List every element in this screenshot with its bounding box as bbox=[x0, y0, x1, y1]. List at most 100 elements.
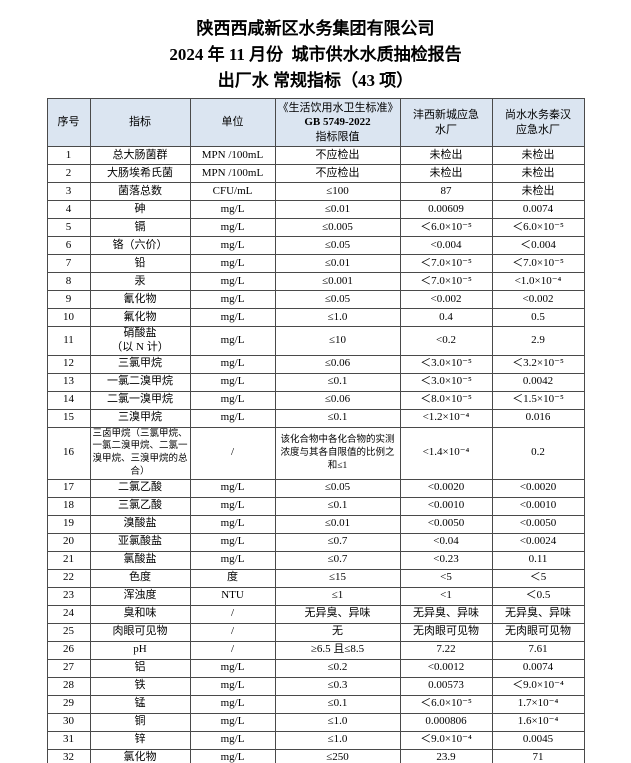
table-row: 25 肉眼可见物 / 无 无肉眼可见物 无肉眼可见物 bbox=[46, 622, 585, 642]
cell-row-number: 31 bbox=[46, 730, 91, 750]
table-header-row: 序号 指标 单位 《生活饮用水卫生标准》GB 5749-2022 指标限值 沣西新… bbox=[46, 98, 585, 147]
header-limit-standard: 《生活饮用水卫生标准》 bbox=[277, 102, 399, 115]
cell-unit: CFU/mL bbox=[189, 182, 276, 201]
cell-row-number: 7 bbox=[46, 254, 91, 273]
cell-indicator: 氰化物 bbox=[89, 290, 191, 309]
cell-indicator: 菌落总数 bbox=[89, 182, 191, 201]
cell-indicator: 大肠埃希氏菌 bbox=[89, 164, 191, 183]
table-row: 12 三氯甲烷 mg/L ≤0.06 ＜3.0×10⁻⁵ ＜3.2×10⁻⁵ bbox=[46, 354, 585, 374]
cell-row-number: 21 bbox=[46, 550, 91, 570]
cell-fengxi-value: <5 bbox=[399, 568, 493, 588]
header-indicator: 指标 bbox=[89, 98, 191, 147]
cell-fengxi-value: 0.00609 bbox=[399, 200, 493, 219]
cell-fengxi-value: <0.2 bbox=[399, 326, 493, 356]
cell-limit: ≤0.06 bbox=[274, 354, 401, 374]
cell-limit: 无异臭、异味 bbox=[274, 604, 401, 624]
report-section-title: 出厂水 常规指标（43 项） bbox=[217, 71, 414, 90]
cell-row-number: 28 bbox=[46, 676, 91, 696]
cell-unit: mg/L bbox=[189, 748, 276, 763]
cell-shangshui-value: 未检出 bbox=[491, 182, 585, 201]
cell-indicator: 三氯甲烷 bbox=[89, 354, 191, 374]
cell-unit: mg/L bbox=[189, 354, 276, 374]
cell-limit: ≤15 bbox=[274, 568, 401, 588]
cell-unit: mg/L bbox=[189, 200, 276, 219]
table-row: 9 氰化物 mg/L ≤0.05 <0.002 <0.002 bbox=[46, 290, 585, 309]
cell-row-number: 17 bbox=[46, 478, 91, 498]
cell-row-number: 22 bbox=[46, 568, 91, 588]
cell-limit: ≤0.1 bbox=[274, 694, 401, 714]
cell-unit: mg/L bbox=[189, 550, 276, 570]
cell-shangshui-value: 0.0074 bbox=[491, 200, 585, 219]
cell-fengxi-value: <1.4×10⁻⁴ bbox=[399, 426, 493, 480]
table-row: 14 二氯一溴甲烷 mg/L ≤0.06 ＜8.0×10⁻⁵ ＜1.5×10⁻⁵ bbox=[46, 390, 585, 410]
cell-shangshui-value: 1.7×10⁻⁴ bbox=[491, 694, 585, 714]
cell-fengxi-value: ＜3.0×10⁻⁵ bbox=[399, 354, 493, 374]
cell-fengxi-value: ＜3.0×10⁻⁵ bbox=[399, 372, 493, 392]
cell-unit: MPN /100mL bbox=[189, 146, 276, 165]
header-plant-shangshui: 尚水水务秦汉 应急水厂 bbox=[491, 98, 585, 147]
table-row: 4 砷 mg/L ≤0.01 0.00609 0.0074 bbox=[46, 200, 585, 219]
cell-shangshui-value: 0.0042 bbox=[491, 372, 585, 392]
table-row: 17 二氯乙酸 mg/L ≤0.05 <0.0020 <0.0020 bbox=[46, 478, 585, 498]
cell-unit: / bbox=[189, 426, 276, 480]
cell-fengxi-value: <1.2×10⁻⁴ bbox=[399, 408, 493, 428]
cell-indicator: 肉眼可见物 bbox=[89, 622, 191, 642]
table-row: 19 溴酸盐 mg/L ≤0.01 <0.0050 <0.0050 bbox=[46, 514, 585, 534]
table-row: 1 总大肠菌群 MPN /100mL 不应检出 未检出 未检出 bbox=[46, 146, 585, 165]
cell-fengxi-value: 23.9 bbox=[399, 748, 493, 763]
table-row: 23 浑浊度 NTU ≤1 <1 ＜0.5 bbox=[46, 586, 585, 606]
cell-fengxi-value: 无异臭、异味 bbox=[399, 604, 493, 624]
cell-limit: ≤1.0 bbox=[274, 712, 401, 732]
cell-unit: mg/L bbox=[189, 532, 276, 552]
cell-shangshui-value: 未检出 bbox=[491, 164, 585, 183]
cell-shangshui-value: 无异臭、异味 bbox=[491, 604, 585, 624]
table-row: 21 氯酸盐 mg/L ≤0.7 <0.23 0.11 bbox=[46, 550, 585, 570]
cell-unit: mg/L bbox=[189, 390, 276, 410]
cell-fengxi-value: 未检出 bbox=[399, 164, 493, 183]
cell-limit: ≤0.3 bbox=[274, 676, 401, 696]
cell-shangshui-value: ＜6.0×10⁻⁵ bbox=[491, 218, 585, 237]
cell-unit: mg/L bbox=[189, 372, 276, 392]
cell-row-number: 3 bbox=[46, 182, 91, 201]
cell-indicator: 砷 bbox=[89, 200, 191, 219]
cell-indicator: 镉 bbox=[89, 218, 191, 237]
table-row: 16 三卤甲烷（三氯甲烷、一氯二溴甲烷、二氯一溴甲烷、三溴甲烷的总合） / 该化… bbox=[46, 426, 585, 480]
header-limit-label: 指标限值 bbox=[315, 130, 360, 143]
table-row: 30 铜 mg/L ≤1.0 0.000806 1.6×10⁻⁴ bbox=[46, 712, 585, 732]
cell-row-number: 30 bbox=[46, 712, 91, 732]
report-title-block: 陕西西咸新区水务集团有限公司 2024 年 11 月份 城市供水水质抽检报告 出… bbox=[0, 16, 631, 94]
cell-indicator: 氟化物 bbox=[89, 308, 191, 327]
cell-limit: ≤1.0 bbox=[274, 308, 401, 327]
cell-unit: mg/L bbox=[189, 730, 276, 750]
cell-indicator: 铁 bbox=[89, 676, 191, 696]
cell-limit: ≤100 bbox=[274, 182, 401, 201]
table-row: 20 亚氯酸盐 mg/L ≤0.7 <0.04 <0.0024 bbox=[46, 532, 585, 552]
cell-row-number: 15 bbox=[46, 408, 91, 428]
table-row: 13 一氯二溴甲烷 mg/L ≤0.1 ＜3.0×10⁻⁵ 0.0042 bbox=[46, 372, 585, 392]
table-row: 24 臭和味 / 无异臭、异味 无异臭、异味 无异臭、异味 bbox=[46, 604, 585, 624]
cell-shangshui-value: 0.2 bbox=[491, 426, 585, 480]
cell-row-number: 26 bbox=[46, 640, 91, 660]
cell-shangshui-value: ＜1.5×10⁻⁵ bbox=[491, 390, 585, 410]
cell-shangshui-value: 0.11 bbox=[491, 550, 585, 570]
cell-fengxi-value: 7.22 bbox=[399, 640, 493, 660]
cell-shangshui-value: 0.0074 bbox=[491, 658, 585, 678]
cell-shangshui-value: ＜9.0×10⁻⁴ bbox=[491, 676, 585, 696]
cell-shangshui-value: <0.002 bbox=[491, 290, 585, 309]
cell-fengxi-value: <1 bbox=[399, 586, 493, 606]
cell-fengxi-value: ＜7.0×10⁻⁵ bbox=[399, 272, 493, 291]
cell-fengxi-value: ＜9.0×10⁻⁴ bbox=[399, 730, 493, 750]
cell-limit: ≤0.01 bbox=[274, 200, 401, 219]
cell-unit: NTU bbox=[189, 586, 276, 606]
cell-row-number: 27 bbox=[46, 658, 91, 678]
cell-limit: ≤1.0 bbox=[274, 730, 401, 750]
cell-limit: ≤0.01 bbox=[274, 514, 401, 534]
cell-fengxi-value: <0.002 bbox=[399, 290, 493, 309]
cell-indicator: 三溴甲烷 bbox=[89, 408, 191, 428]
cell-unit: mg/L bbox=[189, 712, 276, 732]
table-row: 31 锌 mg/L ≤1.0 ＜9.0×10⁻⁴ 0.0045 bbox=[46, 730, 585, 750]
table-row: 2 大肠埃希氏菌 MPN /100mL 不应检出 未检出 未检出 bbox=[46, 164, 585, 183]
cell-shangshui-value: 无肉眼可见物 bbox=[491, 622, 585, 642]
cell-limit: ≤0.05 bbox=[274, 236, 401, 255]
cell-fengxi-value: 未检出 bbox=[399, 146, 493, 165]
